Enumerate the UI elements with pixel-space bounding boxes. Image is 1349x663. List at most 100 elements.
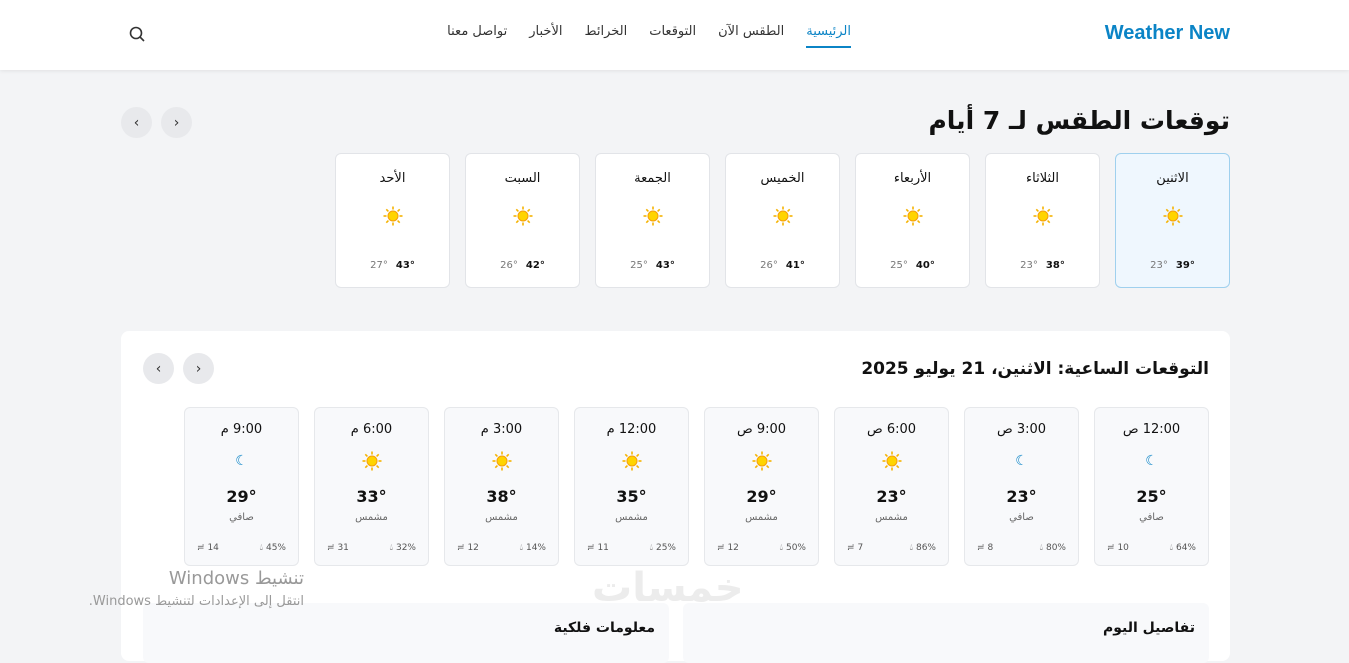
low-temp: 26° [760, 260, 778, 271]
sun-icon [361, 450, 383, 472]
day-card[interactable]: الأربعاء 25° 40° [855, 153, 970, 288]
wind-value: 12 [467, 543, 479, 553]
hour-condition: صافي [1139, 512, 1164, 523]
nav-forecasts[interactable]: التوقعات [649, 24, 697, 39]
chevron-right-icon: › [195, 360, 202, 377]
wind-icon: ≓ [457, 543, 465, 553]
day-card[interactable]: الثلاثاء 23° 38° [985, 153, 1100, 288]
next-arrow-button[interactable]: › [161, 107, 192, 138]
day-name: الأحد [379, 171, 406, 186]
high-temp: 40° [915, 260, 935, 271]
low-temp: 26° [500, 260, 518, 271]
main-nav: الرئيسية الطقس الآن التوقعات الخرائط الأ… [447, 24, 851, 48]
day-card[interactable]: السبت 26° 42° [465, 153, 580, 288]
wind-value: 11 [597, 543, 609, 553]
day-card[interactable]: الجمعة 25° 43° [595, 153, 710, 288]
wind-value: 14 [207, 543, 219, 553]
hour-card[interactable]: 12:00 ص ☾ 25° صافي 💧︎ 64% ≓ 10 [1094, 407, 1209, 566]
high-temp: 41° [785, 260, 805, 271]
humidity-icon: 💧︎ [389, 543, 394, 553]
windows-activation-title: تنشيط Windows [168, 568, 304, 589]
search-icon[interactable] [128, 25, 146, 43]
sun-icon [642, 205, 664, 227]
high-temp: 38° [1045, 260, 1065, 271]
astronomy-section: معلومات فلكية [143, 603, 669, 663]
nav-weather-now[interactable]: الطقس الآن [718, 24, 785, 39]
wind-value: 12 [727, 543, 739, 553]
moon-icon: ☾ [1145, 453, 1158, 469]
day-card[interactable]: الخميس 26° 41° [725, 153, 840, 288]
hourly-forecast-list: 12:00 ص ☾ 25° صافي 💧︎ 64% ≓ 10 3:00 ص ☾ … [184, 407, 1209, 566]
wind-icon: ≓ [587, 543, 595, 553]
prev-arrow-button[interactable]: ‹ [121, 107, 152, 138]
hour-card[interactable]: 6:00 ص 23° مشمس 💧︎ 86% ≓ 7 [834, 407, 949, 566]
today-details-title: تفاصيل اليوم [1102, 620, 1195, 636]
hour-time: 12:00 ص [1122, 422, 1181, 437]
hour-temp: 35° [616, 487, 647, 506]
day-name: الأربعاء [893, 171, 932, 186]
low-temp: 23° [1020, 260, 1038, 271]
chevron-right-icon: › [173, 114, 180, 131]
hour-card[interactable]: 9:00 م ☾ 29° صافي 💧︎ 45% ≓ 14 [184, 407, 299, 566]
moon-icon: ☾ [235, 453, 248, 469]
wind-icon: ≓ [327, 543, 335, 553]
wind-icon: ≓ [977, 543, 985, 553]
hour-time: 3:00 ص [996, 422, 1047, 437]
wind-value: 31 [337, 543, 349, 553]
hour-time: 6:00 ص [866, 422, 917, 437]
hour-time: 3:00 م [480, 422, 523, 437]
hour-temp: 23° [876, 487, 907, 506]
humidity-value: 25% [655, 543, 676, 553]
high-temp: 43° [395, 260, 415, 271]
nav-news[interactable]: الأخبار [529, 24, 563, 39]
header: Weather New الرئيسية الطقس الآن التوقعات… [0, 0, 1349, 70]
humidity-value: 64% [1175, 543, 1196, 553]
wind-icon: ≓ [1107, 543, 1115, 553]
day-name: الاثنين [1156, 171, 1189, 186]
sun-icon [751, 450, 773, 472]
windows-activation-subtitle: انتقل إلى الإعدادات لتنشيط Windows. [88, 594, 304, 609]
nav-contact[interactable]: تواصل معنا [447, 24, 508, 39]
sun-icon [772, 205, 794, 227]
high-temp: 43° [655, 260, 675, 271]
low-temp: 23° [1150, 260, 1168, 271]
humidity-value: 86% [915, 543, 936, 553]
low-temp: 25° [630, 260, 648, 271]
wind-icon: ≓ [197, 543, 205, 553]
nav-home[interactable]: الرئيسية [806, 24, 851, 48]
hour-card[interactable]: 6:00 م 33° مشمس 💧︎ 32% ≓ 31 [314, 407, 429, 566]
low-temp: 25° [890, 260, 908, 271]
sun-icon [1162, 205, 1184, 227]
day-card[interactable]: الاثنين 23° 39° [1115, 153, 1230, 288]
hour-time: 6:00 م [350, 422, 393, 437]
chevron-left-icon: ‹ [133, 114, 140, 131]
low-temp: 27° [370, 260, 388, 271]
high-temp: 39° [1175, 260, 1195, 271]
hour-condition: مشمس [875, 512, 908, 523]
day-name: الثلاثاء [1026, 171, 1059, 186]
today-details-section: تفاصيل اليوم [683, 603, 1209, 663]
day-card[interactable]: الأحد 27° 43° [335, 153, 450, 288]
hour-time: 9:00 ص [736, 422, 787, 437]
nav-maps[interactable]: الخرائط [584, 24, 628, 39]
hour-card[interactable]: 9:00 ص 29° مشمس 💧︎ 50% ≓ 12 [704, 407, 819, 566]
high-temp: 42° [525, 260, 545, 271]
humidity-value: 32% [395, 543, 416, 553]
hourly-prev-button[interactable]: ‹ [143, 353, 174, 384]
hour-card[interactable]: 12:00 م 35° مشمس 💧︎ 25% ≓ 11 [574, 407, 689, 566]
hour-card[interactable]: 3:00 م 38° مشمس 💧︎ 14% ≓ 12 [444, 407, 559, 566]
logo[interactable]: Weather New [1104, 22, 1230, 44]
wind-icon: ≓ [717, 543, 725, 553]
humidity-icon: 💧︎ [649, 543, 654, 553]
humidity-icon: 💧︎ [1039, 543, 1044, 553]
watermark-logo: خمسات [592, 565, 744, 611]
sun-icon [1032, 205, 1054, 227]
sun-icon [512, 205, 534, 227]
hour-condition: صافي [1009, 512, 1034, 523]
hour-temp: 23° [1006, 487, 1037, 506]
hourly-next-button[interactable]: › [183, 353, 214, 384]
humidity-value: 45% [265, 543, 286, 553]
daily-forecast-list: الاثنين 23° 39° الثلاثاء 23° 38° الأربعاء … [335, 153, 1230, 288]
hour-card[interactable]: 3:00 ص ☾ 23° صافي 💧︎ 80% ≓ 8 [964, 407, 1079, 566]
humidity-value: 80% [1045, 543, 1066, 553]
